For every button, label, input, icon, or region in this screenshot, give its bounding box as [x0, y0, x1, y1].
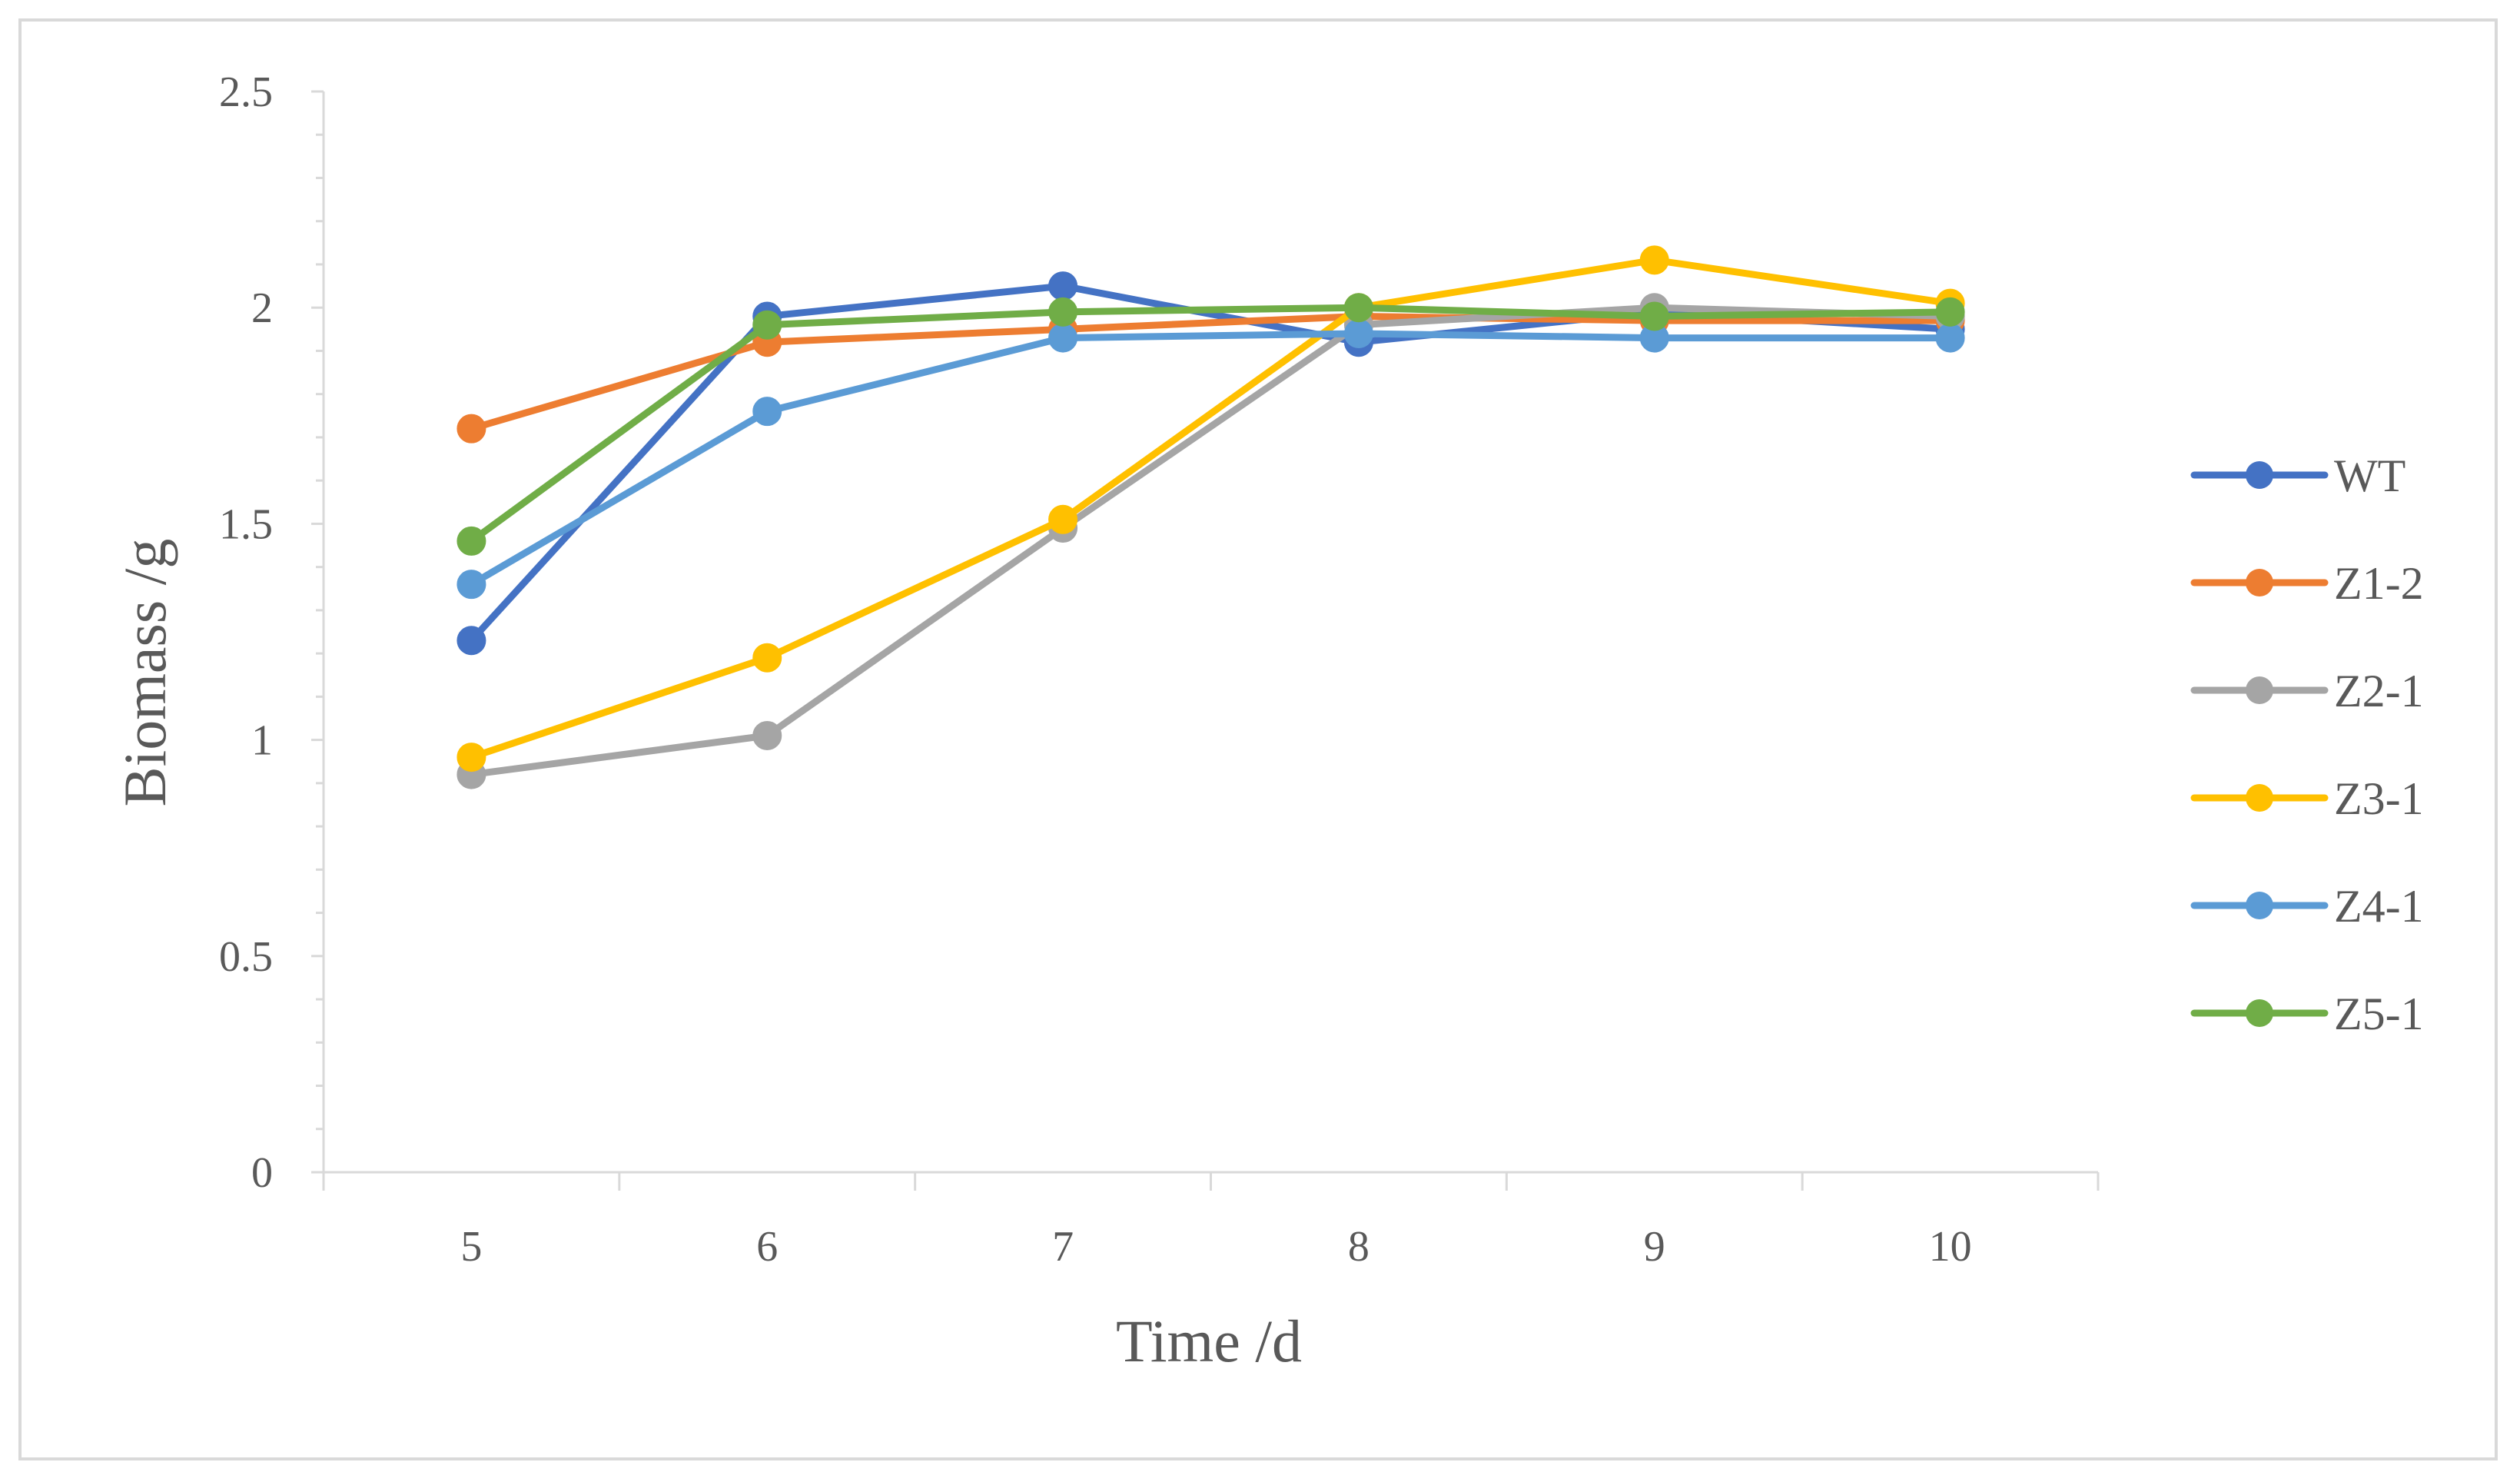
data-point: [457, 570, 486, 600]
tick-labels: 0 0.5 1 1.5 2 2.5 5 6 7 8 9 10: [219, 68, 1972, 1271]
legend-marker: [2246, 892, 2273, 919]
legend-item: Z5-1: [2190, 989, 2424, 1039]
data-point: [1048, 297, 1078, 327]
legend-label: Z3-1: [2334, 773, 2424, 824]
y-tick-label: 1: [251, 717, 273, 765]
data-point: [752, 720, 782, 750]
y-tick-label: 2.5: [219, 68, 273, 116]
data-point: [1343, 293, 1373, 323]
legend-label: Z1-2: [2334, 558, 2424, 609]
series-z4-1: [457, 318, 1965, 600]
data-point: [752, 310, 782, 340]
legend-label: WT: [2334, 450, 2405, 501]
data-point: [1048, 323, 1078, 353]
x-tick-label: 5: [460, 1223, 482, 1271]
x-tick-label: 10: [1929, 1223, 1972, 1271]
data-point: [752, 643, 782, 673]
series-line: [467, 256, 1954, 761]
data-point: [1048, 504, 1078, 534]
x-axis-title: Time /d: [1116, 1308, 1302, 1374]
legend-marker: [2246, 676, 2273, 704]
data-point: [1343, 318, 1373, 348]
legend-item: Z4-1: [2190, 881, 2424, 932]
y-tick-label: 2: [251, 284, 273, 332]
series-line: [467, 330, 1954, 588]
data-point: [1639, 245, 1669, 275]
data-point: [457, 414, 486, 444]
legend-label: Z5-1: [2334, 989, 2424, 1039]
data-point: [457, 743, 486, 773]
chart-frame: [18, 18, 2498, 1460]
y-tick-label: 0.5: [219, 933, 273, 981]
x-tick-label: 6: [756, 1223, 778, 1271]
data-point: [1048, 271, 1078, 301]
x-tick-label: 7: [1052, 1223, 1074, 1271]
legend-item: WT: [2190, 450, 2405, 501]
legend-marker: [2246, 569, 2273, 596]
legend-item: Z1-2: [2190, 558, 2424, 609]
series-line: [467, 304, 1954, 545]
series-lines: [457, 245, 1965, 789]
series-z1-2: [457, 301, 1965, 444]
data-point: [1639, 301, 1669, 331]
legend: WT Z1-2 Z2-1 Z3-1 Z4-1 Z5-1: [2190, 450, 2424, 1039]
data-point: [457, 526, 486, 556]
data-point: [752, 397, 782, 427]
series-z5-1: [457, 293, 1965, 556]
y-tick-label: 0: [251, 1149, 273, 1197]
axes: [311, 90, 2100, 1191]
legend-label: Z4-1: [2334, 881, 2424, 932]
series-line: [467, 312, 1954, 433]
legend-marker: [2246, 999, 2273, 1027]
legend-marker: [2246, 461, 2273, 489]
legend-label: Z2-1: [2334, 666, 2424, 716]
data-point: [1935, 297, 1965, 327]
x-tick-label: 9: [1644, 1223, 1665, 1271]
y-tick-label: 1.5: [219, 500, 273, 548]
x-tick-label: 8: [1348, 1223, 1370, 1271]
data-point: [457, 626, 486, 656]
y-axis-title: Biomass /g: [111, 539, 178, 807]
series-line: [467, 304, 1954, 779]
legend-item: Z2-1: [2190, 666, 2424, 716]
legend-item: Z3-1: [2190, 773, 2424, 824]
legend-marker: [2246, 784, 2273, 812]
data-point: [1935, 323, 1965, 353]
